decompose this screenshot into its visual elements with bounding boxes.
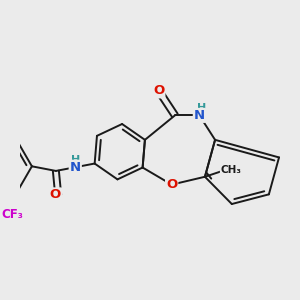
Text: H: H [70, 155, 80, 165]
Text: O: O [153, 84, 164, 98]
Text: N: N [194, 109, 205, 122]
Text: O: O [166, 178, 177, 191]
Text: O: O [50, 188, 61, 201]
Text: CH₃: CH₃ [221, 165, 242, 175]
Text: N: N [70, 161, 81, 174]
Text: H: H [197, 103, 206, 113]
Text: CF₃: CF₃ [2, 208, 23, 221]
